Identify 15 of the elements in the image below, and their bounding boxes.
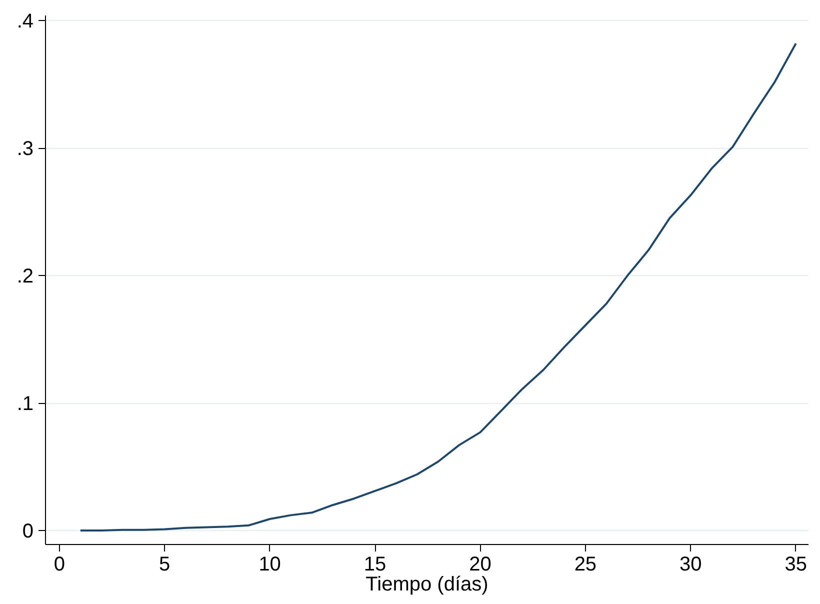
x-axis-title: Tiempo (días) [366,574,488,596]
x-tick-label: 10 [258,554,281,576]
x-tick-label: 25 [574,554,597,576]
y-tick-label: .4 [16,10,34,33]
x-tick-label: 15 [364,554,386,576]
line-series [79,42,797,532]
y-tick-label: .1 [16,393,34,416]
x-tick-label: 35 [784,554,807,576]
x-tick-label: 5 [159,554,170,576]
x-tick-label: 20 [469,554,492,576]
y-tick-label: 0 [22,520,34,542]
x-tick-label: 0 [54,554,65,576]
y-tick-label: .2 [16,266,34,288]
y-tick-label: .3 [16,138,34,160]
x-tick-label: 30 [680,554,702,576]
